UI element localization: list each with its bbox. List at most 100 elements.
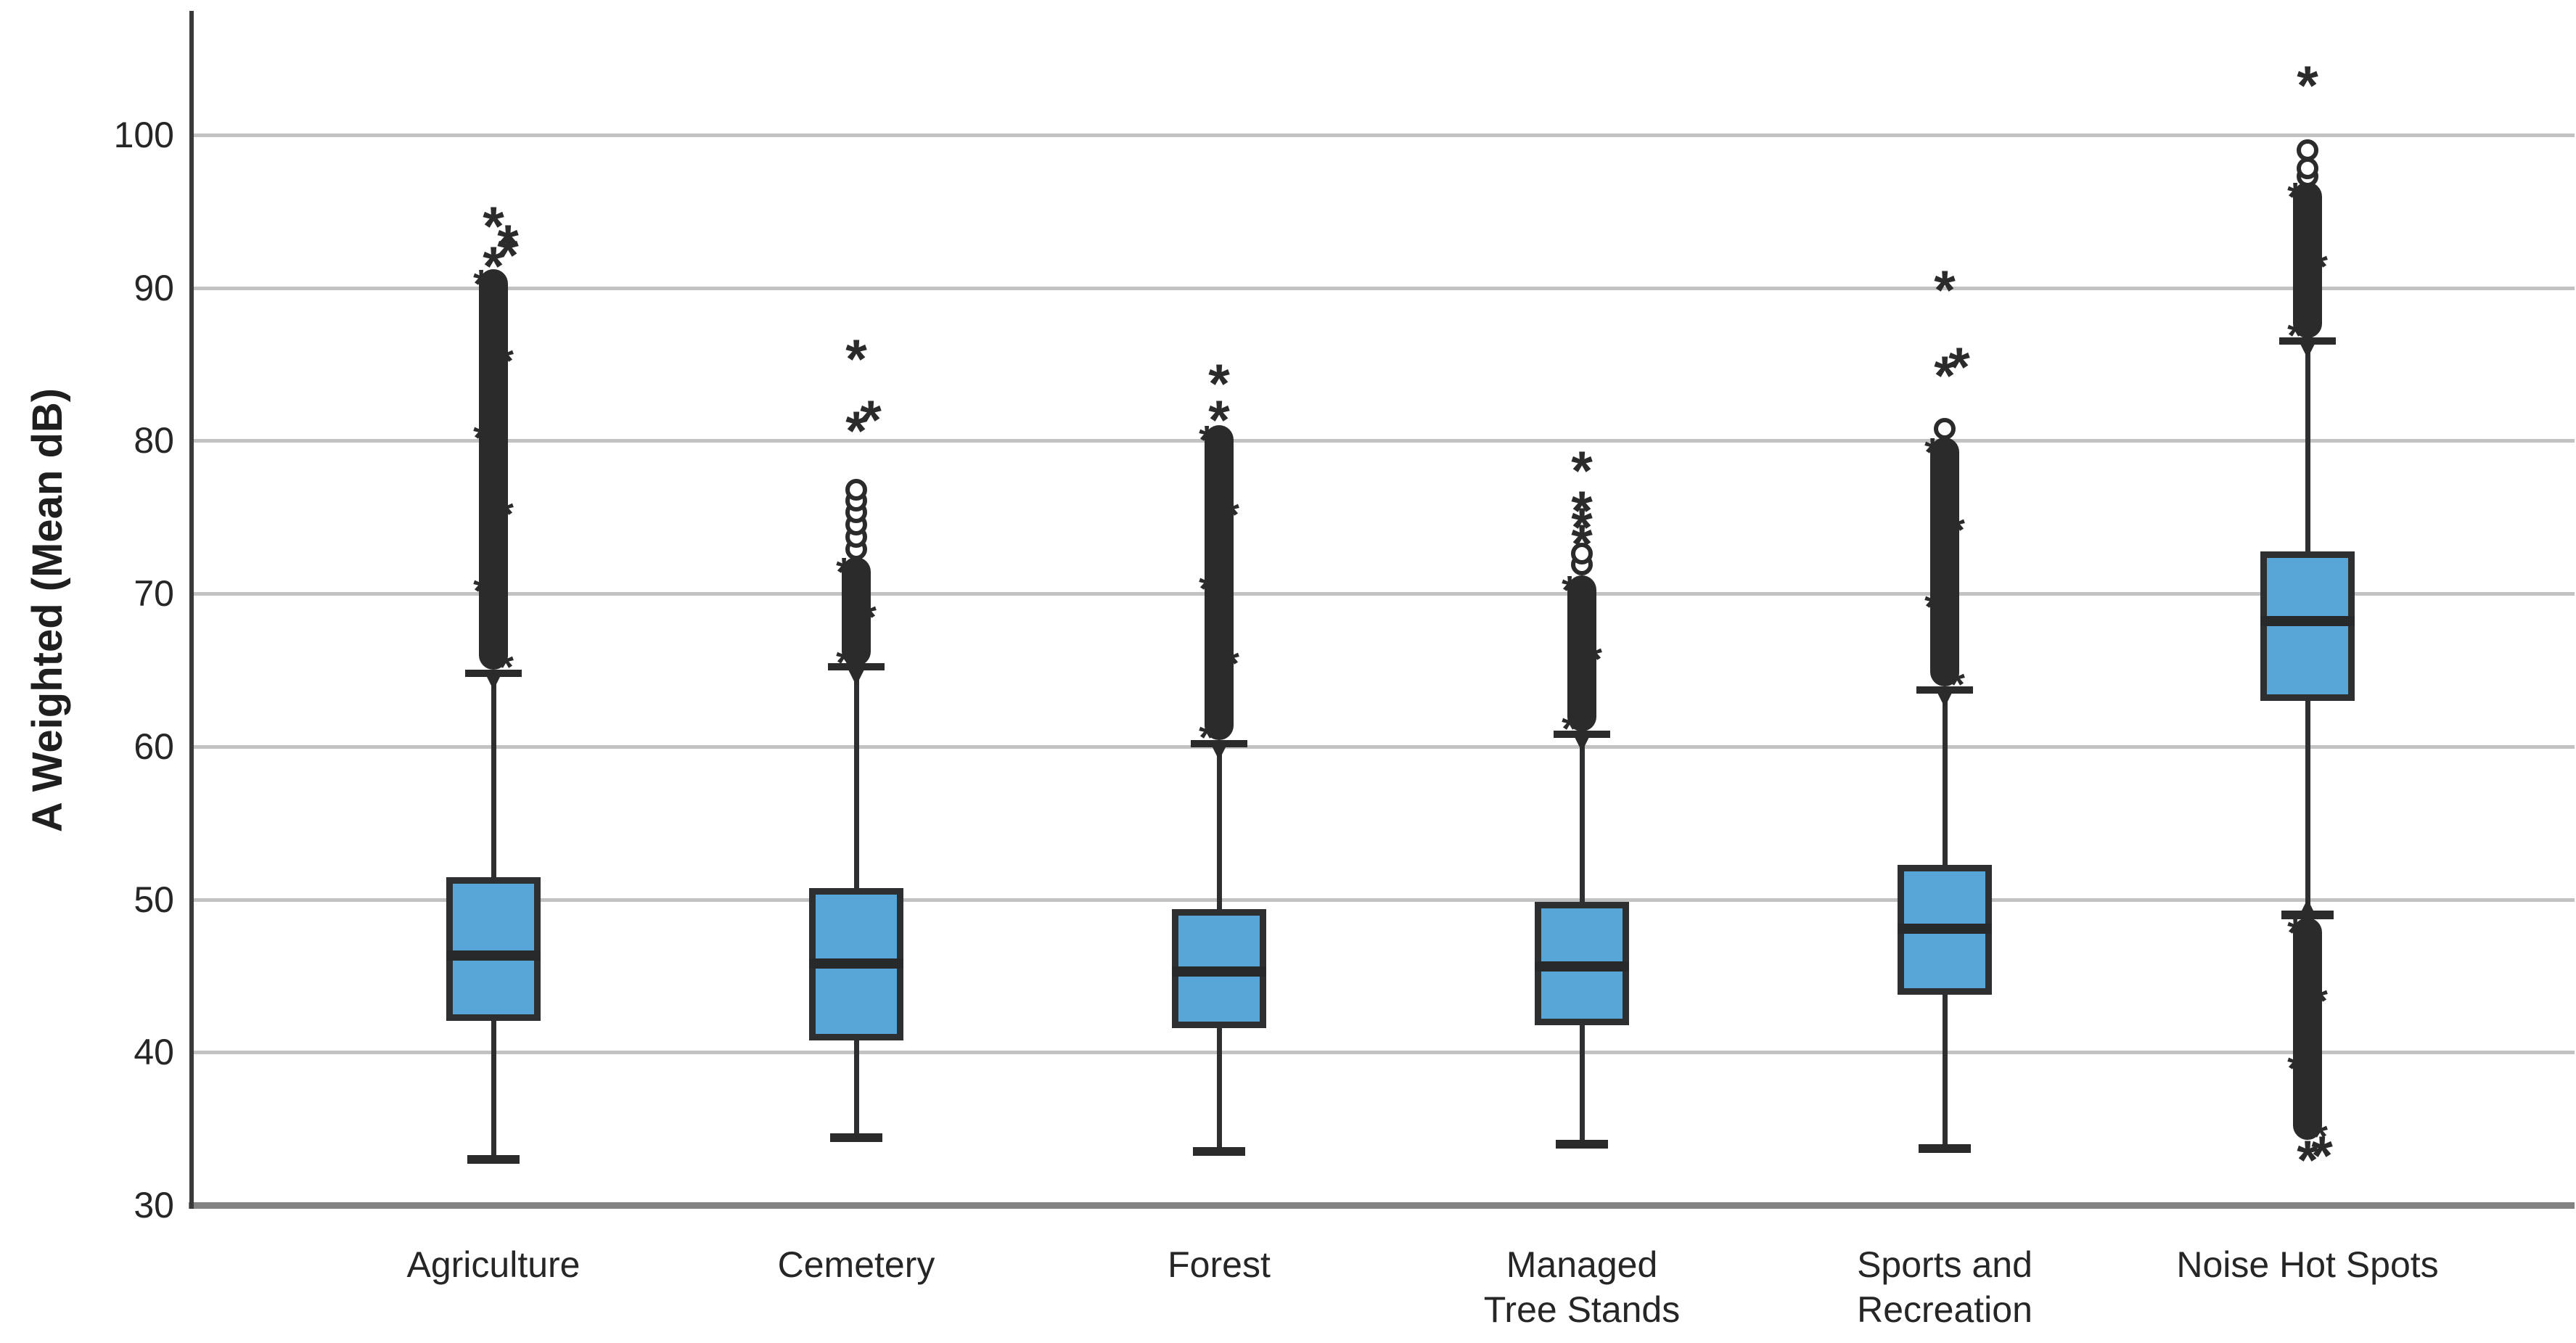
whisker-upper-noise-hot-spots (2305, 341, 2310, 555)
star-glyph: * (2312, 242, 2328, 289)
outlier-column-forest (1205, 425, 1234, 740)
x-category-label-line: Managed (1506, 1244, 1658, 1285)
circle-outlier-cemetery (845, 479, 867, 501)
gridline-40 (193, 1051, 2575, 1054)
gridline-100 (193, 134, 2575, 137)
star-glyph: * (1949, 506, 1965, 552)
outlier-column-tip-sports-and-recreation (1935, 689, 1954, 707)
whisker-lower-forest (1217, 1024, 1222, 1151)
whisker-cap-lower-sports-and-recreation (1919, 1144, 1971, 1153)
whisker-lower-managed-tree-stands (1580, 1022, 1585, 1144)
star-glyph: * (2287, 1044, 2303, 1091)
x-category-label-managed-tree-stands: Managed Tree Stands (1379, 1242, 1785, 1332)
y-tick-label-90: 90 (134, 268, 174, 308)
x-category-label-line: Forest (1168, 1244, 1271, 1285)
star-glyph: * (497, 224, 519, 287)
outlier-column-agriculture (479, 269, 508, 670)
box-agriculture (446, 877, 541, 1021)
outlier-column-tip-noise-hot-spots (2298, 340, 2317, 358)
y-tick-label-70: 70 (134, 573, 174, 614)
y-tick-label-30: 30 (134, 1185, 174, 1225)
circle-outlier-managed-tree-stands (1571, 543, 1593, 564)
star-glyph: * (861, 593, 877, 639)
star-glyph: * (860, 389, 882, 451)
x-category-label-line: Agriculture (406, 1244, 581, 1285)
star-glyph: * (2312, 1112, 2328, 1159)
outlier-column-cemetery (842, 557, 871, 666)
star-glyph: * (473, 414, 489, 460)
star-glyph: * (483, 195, 504, 258)
x-category-label-noise-hot-spots: Noise Hot Spots (2104, 1242, 2511, 1287)
star-glyph: * (1571, 513, 1593, 575)
whisker-lower-agriculture (491, 1017, 496, 1159)
box-noise-hot-spots (2260, 551, 2355, 701)
whisker-lower-noise-hot-spots (2305, 697, 2310, 914)
whisker-upper-sports-and-recreation (1943, 690, 1948, 869)
outlier-column-tip-agriculture (484, 671, 503, 690)
gridline-60 (193, 745, 2575, 749)
x-category-label-line: Noise Hot Spots (2176, 1244, 2439, 1285)
outlier-column-noise-hot-spots (2293, 182, 2322, 338)
y-tick-label-40: 40 (134, 1032, 174, 1072)
star-glyph: * (1208, 353, 1230, 415)
median-line-forest (1172, 966, 1266, 977)
star-glyph: * (497, 213, 519, 276)
y-axis-line (189, 11, 194, 1209)
star-glyph: * (836, 548, 852, 594)
whisker-cap-lower-agriculture (467, 1155, 520, 1164)
star-glyph: * (1571, 496, 1593, 559)
star-glyph: * (498, 490, 514, 536)
star-glyph: * (1948, 336, 1970, 398)
star-glyph: * (2287, 173, 2303, 219)
whisker-cap-lower-cemetery (830, 1133, 882, 1142)
star-glyph: * (1586, 635, 1602, 681)
star-glyph: * (483, 235, 504, 297)
star-glyph: * (2311, 1125, 2333, 1187)
whisker-lower-cemetery (854, 1037, 859, 1138)
outlier-column-tip-cemetery (847, 667, 866, 686)
y-tick-label-50: 50 (134, 879, 174, 920)
star-glyph: * (1208, 389, 1230, 451)
whisker-upper-forest (1217, 744, 1222, 913)
outlier-column-tip-forest (1210, 742, 1228, 760)
star-glyph: * (1924, 428, 1940, 475)
gridline-90 (193, 287, 2575, 290)
y-tick-label-80: 80 (134, 420, 174, 461)
circle-outlier-sports-and-recreation (1934, 418, 1956, 440)
median-line-cemetery (809, 958, 903, 969)
outlier-column-tip-managed-tree-stands (1572, 733, 1591, 752)
star-glyph: * (1571, 480, 1593, 542)
whisker-upper-agriculture (491, 673, 496, 882)
gridline-80 (193, 439, 2575, 443)
star-glyph: * (2287, 908, 2303, 955)
outlier-column-sports-and-recreation (1930, 438, 1959, 686)
star-glyph: * (1934, 345, 1956, 407)
median-line-managed-tree-stands (1535, 961, 1629, 972)
circle-outlier-noise-hot-spots (2297, 139, 2318, 161)
x-category-label-line: Cemetery (777, 1244, 935, 1285)
gridline-70 (193, 592, 2575, 596)
star-glyph: * (1924, 583, 1940, 629)
gridline-50 (193, 898, 2575, 902)
x-category-label-line: Sports and (1857, 1244, 2033, 1285)
x-category-label-agriculture: Agriculture (290, 1242, 697, 1287)
whisker-upper-managed-tree-stands (1580, 734, 1585, 905)
median-line-noise-hot-spots (2260, 616, 2355, 626)
star-glyph: * (2312, 977, 2328, 1023)
star-glyph: * (473, 260, 489, 306)
median-line-agriculture (446, 950, 541, 961)
x-category-label-cemetery: Cemetery (653, 1242, 1059, 1287)
star-glyph: * (845, 400, 867, 462)
x-category-label-sports-and-recreation: Sports and Recreation (1742, 1242, 2148, 1332)
x-axis-line (189, 1202, 2575, 1209)
star-glyph: * (1223, 490, 1239, 537)
y-tick-label-100: 100 (113, 115, 174, 155)
star-glyph: * (1562, 566, 1578, 612)
median-line-sports-and-recreation (1898, 924, 1992, 934)
star-glyph: * (473, 567, 489, 613)
x-category-label-line: Tree Stands (1483, 1289, 1681, 1330)
star-glyph: * (498, 337, 514, 383)
star-glyph: * (1199, 564, 1215, 611)
whisker-lower-sports-and-recreation (1943, 991, 1948, 1149)
